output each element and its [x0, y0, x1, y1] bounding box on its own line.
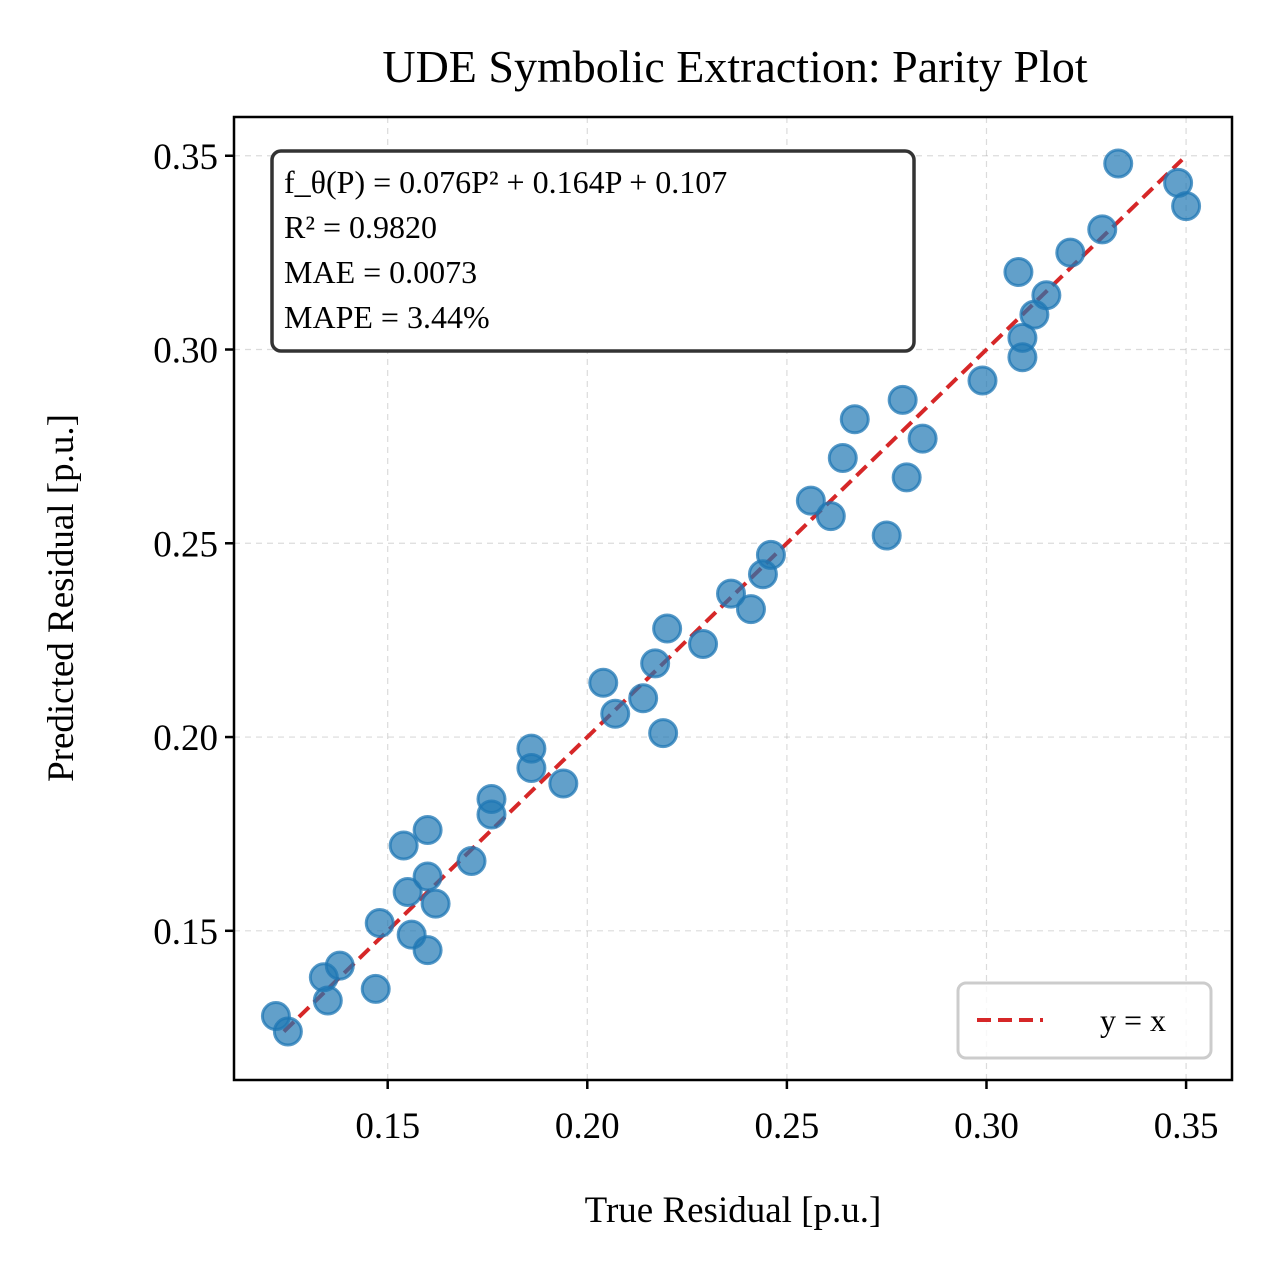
annotation-mae: MAE = 0.0073	[284, 254, 477, 290]
scatter-point	[1031, 280, 1062, 311]
scatter-point	[907, 423, 938, 454]
chart-title: UDE Symbolic Extraction: Parity Plot	[382, 41, 1087, 92]
scatter-point	[412, 861, 443, 892]
x-tick-label: 0.20	[555, 1106, 620, 1147]
scatter-point	[1055, 237, 1086, 268]
x-tick-label: 0.25	[755, 1106, 820, 1147]
scatter-point	[735, 594, 766, 625]
scatter-point	[628, 683, 659, 714]
scatter-point	[392, 877, 423, 908]
y-tick-label: 0.20	[153, 718, 218, 759]
y-tick-label: 0.15	[153, 912, 218, 953]
scatter-point	[1087, 214, 1118, 245]
scatter-point	[364, 908, 395, 939]
scatter-point	[1007, 342, 1038, 373]
scatter-point	[827, 443, 858, 474]
annotation-box	[270, 149, 916, 353]
scatter-point	[548, 768, 579, 799]
scatter-point	[1003, 257, 1034, 288]
scatter-point	[1103, 148, 1134, 179]
scatter-point	[388, 830, 419, 861]
scatter-point	[795, 485, 826, 516]
plot-frame	[232, 115, 1234, 1082]
legend-label: y = x	[1100, 1002, 1166, 1038]
scatter-point	[871, 520, 902, 551]
x-tick-label: 0.35	[1154, 1106, 1219, 1147]
scatter-point	[887, 384, 918, 415]
scatter-point	[652, 613, 683, 644]
scatter-point	[815, 501, 846, 532]
scatter-points	[260, 148, 1202, 1047]
scatter-point	[891, 462, 922, 493]
stats-annotation: f_θ(P) = 0.076P² + 0.164P + 0.107 R² = 0…	[270, 149, 916, 353]
scatter-point	[412, 815, 443, 846]
scatter-point	[412, 935, 443, 966]
scatter-point	[755, 539, 786, 570]
annotation-mape: MAPE = 3.44%	[284, 299, 490, 335]
scatter-point	[516, 753, 547, 784]
legend: y = x	[956, 981, 1213, 1060]
annotation-equation: f_θ(P) = 0.076P² + 0.164P + 0.107	[284, 164, 727, 200]
scatter-point	[272, 1016, 303, 1047]
scatter-point	[716, 578, 747, 609]
scatter-point	[588, 667, 619, 698]
y-tick-label: 0.35	[153, 137, 218, 178]
y-tick-label: 0.30	[153, 331, 218, 372]
scatter-point	[1171, 191, 1202, 222]
scatter-point	[648, 718, 679, 749]
scatter-point	[600, 698, 631, 729]
scatter-point	[839, 404, 870, 435]
x-axis-ticks: 0.15 0.20 0.25 0.30 0.35	[355, 1080, 1218, 1147]
x-axis-label: True Residual [p.u.]	[585, 1190, 882, 1231]
scatter-point	[967, 365, 998, 396]
scatter-point	[688, 629, 719, 660]
scatter-point	[456, 846, 487, 877]
y-axis-ticks: 0.15 0.20 0.25 0.30 0.35	[153, 137, 234, 953]
x-tick-label: 0.30	[954, 1106, 1019, 1147]
x-tick-label: 0.15	[355, 1106, 420, 1147]
y-axis-label: Predicted Residual [p.u.]	[41, 414, 82, 782]
scatter-point	[640, 648, 671, 679]
scatter-point	[476, 799, 507, 830]
scatter-point	[360, 973, 391, 1004]
scatter-point	[312, 985, 343, 1016]
legend-box	[956, 981, 1213, 1060]
y-tick-label: 0.25	[153, 524, 218, 565]
annotation-r2: R² = 0.9820	[284, 209, 437, 245]
scatter-point	[420, 888, 451, 919]
scatter-point	[324, 950, 355, 981]
